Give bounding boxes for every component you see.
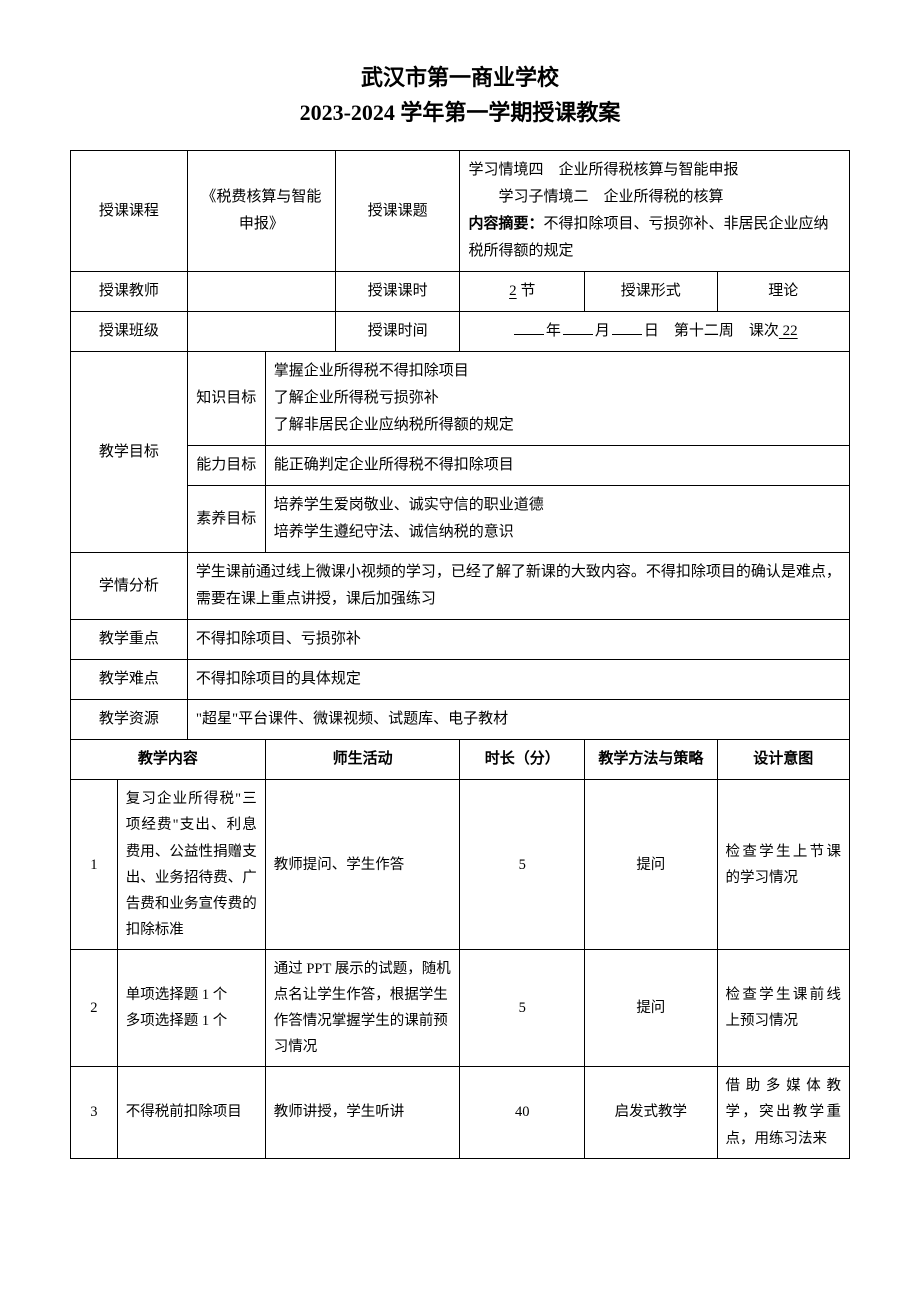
- analysis-value: 学生课前通过线上微课小视频的学习，已经了解了新课的大致内容。不得扣除项目的确认是…: [187, 553, 849, 620]
- resource-label: 教学资源: [71, 700, 188, 740]
- table-row: 3 不得税前扣除项目 教师讲授，学生听讲 40 启发式教学 借助多媒体教学，突出…: [71, 1067, 850, 1158]
- class-label: 授课班级: [71, 312, 188, 352]
- school-name: 武汉市第一商业学校: [70, 60, 850, 95]
- topic-summary-label: 内容摘要：: [468, 216, 543, 232]
- ability-value: 能正确判定企业所得税不得扣除项目: [265, 446, 849, 486]
- period-unit: 节: [517, 283, 536, 299]
- row-method: 提问: [585, 949, 717, 1066]
- topic-value: 学习情境四 企业所得税核算与智能申报 学习子情境二 企业所得税的核算 内容摘要：…: [460, 151, 850, 272]
- row-duration: 5: [460, 780, 585, 950]
- row-intent: 借助多媒体教学，突出教学重点，用练习法来: [717, 1067, 849, 1158]
- row-seq: 3: [71, 1067, 118, 1158]
- row-seq: 2: [71, 949, 118, 1066]
- document-subtitle: 2023-2024 学年第一学期授课教案: [70, 95, 850, 130]
- quality-value: 培养学生爱岗敬业、诚实守信的职业道德 培养学生遵纪守法、诚信纳税的意识: [265, 486, 849, 553]
- row-duration: 5: [460, 949, 585, 1066]
- row-method: 启发式教学: [585, 1067, 717, 1158]
- row-duration: 40: [460, 1067, 585, 1158]
- course-value: 《税费核算与智能申报》: [187, 151, 335, 272]
- period-label: 授课课时: [335, 272, 460, 312]
- course-label: 授课课程: [71, 151, 188, 272]
- header-content: 教学内容: [71, 740, 266, 780]
- period-value: 2: [509, 283, 517, 299]
- time-label: 授课时间: [335, 312, 460, 352]
- row-seq: 1: [71, 780, 118, 950]
- row-intent: 检查学生上节课的学习情况: [717, 780, 849, 950]
- form-value: 理论: [717, 272, 849, 312]
- topic-label: 授课课题: [335, 151, 460, 272]
- teacher-value: [187, 272, 335, 312]
- row-content: 单项选择题 1 个 多项选择题 1 个: [117, 949, 265, 1066]
- row-intent: 检查学生课前线上预习情况: [717, 949, 849, 1066]
- difficulty-value: 不得扣除项目的具体规定: [187, 660, 849, 700]
- objectives-label: 教学目标: [71, 352, 188, 553]
- header-intent: 设计意图: [717, 740, 849, 780]
- blank-month: [563, 319, 593, 335]
- resource-value: "超星"平台课件、微课视频、试题库、电子教材: [187, 700, 849, 740]
- knowledge-label: 知识目标: [187, 352, 265, 446]
- document-title: 武汉市第一商业学校 2023-2024 学年第一学期授课教案: [70, 60, 850, 130]
- knowledge-value: 掌握企业所得税不得扣除项目 了解企业所得税亏损弥补 了解非居民企业应纳税所得额的…: [265, 352, 849, 446]
- header-activity: 师生活动: [265, 740, 460, 780]
- row-content: 不得税前扣除项目: [117, 1067, 265, 1158]
- table-row: 1 复习企业所得税"三项经费"支出、利息费用、公益性捐赠支出、业务招待费、广告费…: [71, 780, 850, 950]
- time-value: 年月日 第十二周 课次 22: [460, 312, 850, 352]
- row-activity: 教师讲授，学生听讲: [265, 1067, 460, 1158]
- topic-line1: 学习情境四 企业所得税核算与智能申报: [468, 162, 738, 178]
- header-duration: 时长（分）: [460, 740, 585, 780]
- period-value-cell: 2 节: [460, 272, 585, 312]
- row-content: 复习企业所得税"三项经费"支出、利息费用、公益性捐赠支出、业务招待费、广告费和业…: [117, 780, 265, 950]
- lesson-plan-table: 授课课程 《税费核算与智能申报》 授课课题 学习情境四 企业所得税核算与智能申报…: [70, 150, 850, 740]
- row-activity: 通过 PPT 展示的试题，随机点名让学生作答，根据学生作答情况掌握学生的课前预习…: [265, 949, 460, 1066]
- blank-day: [612, 319, 642, 335]
- table-row: 2 单项选择题 1 个 多项选择题 1 个 通过 PPT 展示的试题，随机点名让…: [71, 949, 850, 1066]
- header-method: 教学方法与策略: [585, 740, 717, 780]
- row-activity: 教师提问、学生作答: [265, 780, 460, 950]
- keypoint-label: 教学重点: [71, 620, 188, 660]
- ability-label: 能力目标: [187, 446, 265, 486]
- teacher-label: 授课教师: [71, 272, 188, 312]
- quality-label: 素养目标: [187, 486, 265, 553]
- difficulty-label: 教学难点: [71, 660, 188, 700]
- content-table: 教学内容 师生活动 时长（分） 教学方法与策略 设计意图 1 复习企业所得税"三…: [70, 740, 850, 1158]
- form-label: 授课形式: [585, 272, 717, 312]
- row-method: 提问: [585, 780, 717, 950]
- keypoint-value: 不得扣除项目、亏损弥补: [187, 620, 849, 660]
- class-value: [187, 312, 335, 352]
- analysis-label: 学情分析: [71, 553, 188, 620]
- blank-year: [514, 319, 544, 335]
- topic-line2: 学习子情境二 企业所得税的核算: [468, 184, 871, 211]
